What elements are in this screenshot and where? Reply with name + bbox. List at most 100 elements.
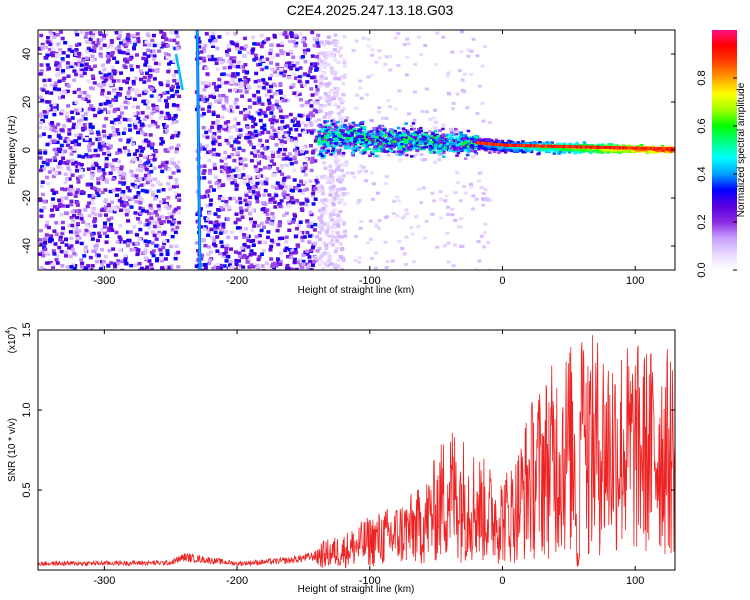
spectrogram-cell	[60, 204, 65, 208]
spectrogram-cell	[70, 247, 75, 252]
spectrogram-cell	[86, 39, 91, 44]
spectrogram-cell	[334, 156, 339, 160]
spectrogram-cell	[85, 93, 90, 98]
spectrogram-cell	[221, 156, 226, 161]
spectrogram-cell	[54, 258, 59, 262]
spectrogram-cell	[142, 91, 147, 96]
spectrogram-cell	[83, 208, 88, 212]
spectrogram-cell	[124, 42, 129, 47]
spectrogram-cell	[251, 145, 256, 150]
spectrogram-cell	[71, 226, 76, 230]
spectrogram-cell	[57, 161, 62, 166]
spectrogram-cell	[152, 177, 157, 181]
spectrogram-cell	[272, 35, 277, 39]
spectrogram-cell	[317, 145, 322, 149]
spectrogram-cell	[172, 73, 177, 78]
spectrogram-cell	[74, 226, 79, 230]
spectrogram-cell	[309, 212, 314, 217]
spectrogram-cell	[297, 188, 302, 193]
spectrogram-cell	[202, 58, 207, 63]
spectrogram-cell	[455, 171, 460, 175]
spectrogram-cell	[482, 231, 487, 235]
spectrogram-cell	[379, 135, 383, 139]
spectrogram-cell	[106, 51, 111, 56]
spectrogram-cell	[284, 211, 289, 216]
spectrogram-cell	[146, 143, 151, 148]
spectrogram-cell	[328, 193, 333, 197]
spectrogram-cell	[99, 208, 104, 213]
spectrogram-cell	[150, 230, 155, 234]
spectrogram-cell	[51, 106, 56, 110]
spectrogram-cell	[331, 184, 336, 189]
spectrogram-cell	[234, 82, 239, 87]
spectrogram-cell	[271, 118, 276, 122]
spectrogram-cell	[269, 95, 274, 99]
spectrogram-cell	[300, 235, 305, 240]
spectrogram-cell	[456, 181, 461, 185]
spectrogram-cell	[370, 152, 375, 156]
spectrogram-cell	[273, 83, 278, 88]
spectrogram-cell	[83, 112, 88, 116]
spectrogram-cell	[378, 124, 382, 128]
spectrogram-cell	[40, 180, 45, 184]
spectrogram-cell	[242, 175, 247, 179]
spectrogram-cell	[483, 188, 488, 192]
spectrogram-cell	[313, 197, 318, 201]
spectrogram-cell	[117, 159, 122, 164]
spectrogram-cell	[151, 49, 156, 54]
spectrogram-cell	[175, 134, 180, 138]
spectrogram-cell	[90, 141, 95, 146]
spectrogram-cell	[299, 81, 304, 85]
spectrogram-cell	[352, 175, 357, 179]
spectrogram-cell	[260, 151, 265, 156]
spectrogram-cell	[298, 263, 303, 267]
spectrogram-cell	[48, 42, 53, 47]
spectrogram-cell	[373, 251, 378, 255]
spectrogram-cell	[261, 182, 266, 186]
spectrogram-cell	[113, 207, 118, 212]
spectrogram-cell	[285, 155, 290, 159]
spectrogram-cell	[217, 196, 222, 201]
spectrogram-cell	[60, 187, 65, 191]
spectrogram-cell	[210, 235, 215, 240]
spectrogram-cell	[138, 168, 143, 172]
spectrogram-cell	[71, 162, 76, 166]
spectrogram-cell	[399, 142, 404, 146]
spectrogram-cell	[294, 127, 299, 132]
spectrogram-cell	[238, 161, 243, 166]
spectrogram-cell	[330, 186, 335, 191]
spectrogram-cell	[299, 179, 304, 184]
spectrogram-cell	[124, 212, 129, 217]
spectrogram-cell	[151, 119, 156, 124]
spectrogram-cell	[113, 253, 118, 257]
spectrogram-cell	[323, 92, 328, 96]
spectrogram-cell	[267, 166, 272, 170]
spectrogram-cell	[288, 127, 293, 131]
spectrogram-cell	[349, 122, 353, 126]
spectrogram-cell	[336, 60, 341, 64]
spectrogram-cell	[103, 107, 108, 112]
spectrogram-cell	[466, 148, 470, 151]
spectrogram-cell	[216, 214, 221, 219]
spectrogram-cell	[99, 109, 104, 114]
spectrogram-cell	[433, 108, 438, 112]
spectrogram-cell	[450, 50, 455, 54]
spectrogram-cell	[522, 147, 526, 150]
spectrogram-cell	[117, 187, 122, 192]
spectrogram-cell	[40, 46, 45, 50]
spectrogram-cell	[130, 159, 135, 164]
spectrogram-cell	[330, 50, 335, 54]
spectrogram-cell	[247, 257, 252, 262]
spectrogram-cell	[111, 188, 116, 193]
spectrogram-cell	[65, 204, 70, 208]
spectrogram-cell	[41, 253, 46, 258]
spectrogram-cell	[243, 82, 248, 86]
spectrogram-cell	[84, 153, 89, 157]
spectrogram-cell	[84, 31, 89, 36]
spectrogram-cell	[52, 191, 57, 196]
spectrogram-cell	[317, 263, 322, 267]
spectrogram-cell	[145, 218, 150, 223]
spectrogram-cell	[55, 73, 60, 78]
spectrogram-cell	[319, 254, 324, 259]
spectrogram-cell	[174, 70, 179, 74]
